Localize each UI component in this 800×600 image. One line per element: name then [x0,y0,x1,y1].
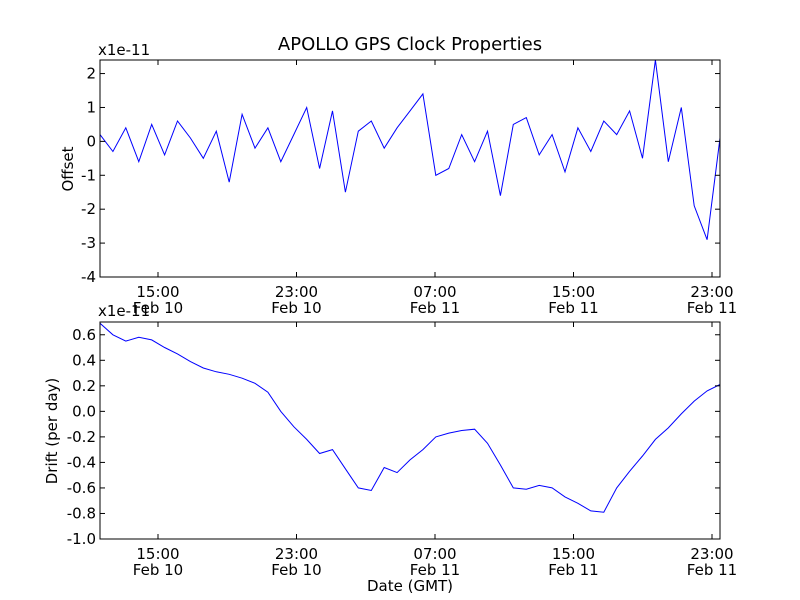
drift-xtick-time: 15:00 [136,545,179,563]
offset-xtick-time: 07:00 [413,283,456,301]
offset-ytick-label: 1 [86,98,96,116]
drift-line [99,322,721,513]
offset-line [99,59,721,240]
offset-xtick-date: Feb 11 [410,299,460,317]
drift-xtick-date: Feb 11 [548,561,598,579]
drift-plot-frame [99,321,721,540]
offset-xtick-time: 15:00 [552,283,595,301]
offset-ytick-label: -1 [81,166,96,184]
drift-ytick-label: -0.6 [67,479,96,497]
offset-ylabel: Offset [59,146,77,191]
drift-panel: x1e-11 Drift (per day) Date (GMT) 0.6 0.4… [43,302,737,595]
offset-ytick-label: -4 [81,268,96,286]
drift-ytick-label: 0.6 [72,326,96,344]
offset-xtick-time: 15:00 [136,283,179,301]
offset-ytick-label: -2 [81,200,96,218]
offset-xtick-date: Feb 11 [548,299,598,317]
drift-xtick-time: 07:00 [413,545,456,563]
offset-xtick-date: Feb 10 [133,299,183,317]
drift-ytick-label: -1.0 [67,530,96,548]
offset-ytick-label: 0 [86,132,96,150]
drift-ytick-label: 0.0 [72,402,96,420]
drift-ytick-label: -0.2 [67,428,96,446]
offset-xtick-date: Feb 10 [271,299,321,317]
drift-ytick-label: 0.4 [72,351,96,369]
chart-title: APOLLO GPS Clock Properties [278,34,542,55]
offset-plot-frame [99,59,721,278]
drift-series [99,322,721,513]
drift-xtick-time: 23:00 [275,545,318,563]
drift-xtick-time: 23:00 [690,545,733,563]
drift-ytick-label: 0.2 [72,377,96,395]
offset-panel: APOLLO GPS Clock Properties x1e-11 Offse… [59,34,737,317]
drift-multiplier: x1e-11 [98,302,150,320]
offset-series [99,59,721,240]
drift-xtick-date: Feb 11 [687,561,737,579]
offset-xtick-date: Feb 11 [687,299,737,317]
drift-ylabel: Drift (per day) [43,378,61,485]
offset-xtick-time: 23:00 [690,283,733,301]
drift-xtick-date: Feb 10 [271,561,321,579]
offset-xtick-time: 23:00 [275,283,318,301]
drift-xtick-date: Feb 11 [410,561,460,579]
drift-xtick-date: Feb 10 [133,561,183,579]
drift-xtick-time: 15:00 [552,545,595,563]
offset-ytick-label: 2 [86,65,96,83]
offset-multiplier: x1e-11 [98,41,150,59]
drift-ticks: 0.60.40.20.0-0.2-0.4-0.6-0.8-1.015:00Feb… [67,322,737,579]
drift-ytick-label: -0.8 [67,504,96,522]
drift-ytick-label: -0.4 [67,453,96,471]
offset-ytick-label: -3 [81,234,96,252]
drift-xlabel: Date (GMT) [367,577,453,595]
